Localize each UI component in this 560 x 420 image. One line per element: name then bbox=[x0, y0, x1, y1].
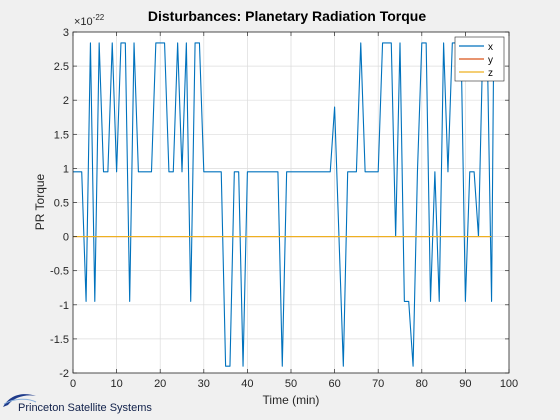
x-tick-label: 30 bbox=[198, 378, 210, 390]
series-line-x bbox=[73, 42, 495, 367]
x-tick-label: 20 bbox=[154, 378, 166, 390]
x-tick-label: 50 bbox=[285, 378, 297, 390]
chart-title: Disturbances: Planetary Radiation Torque bbox=[148, 8, 426, 24]
legend-label-x: x bbox=[488, 42, 493, 53]
y-tick-label: 2 bbox=[63, 95, 69, 107]
y-tick-label: 1.5 bbox=[54, 129, 69, 141]
y-tick-label: -0.5 bbox=[50, 266, 69, 278]
x-axis-label: Time (min) bbox=[263, 393, 320, 407]
x-tick-label: 100 bbox=[500, 378, 518, 390]
logo-swoosh-icon bbox=[3, 394, 36, 407]
y-tick-label: 2.5 bbox=[54, 61, 69, 73]
x-tick-label: 0 bbox=[70, 378, 76, 390]
y-tick-label: 0 bbox=[63, 232, 69, 244]
logo-orbit-icon bbox=[3, 398, 37, 405]
ticks bbox=[72, 31, 510, 374]
y-exponent-label: ×10-22 bbox=[74, 13, 105, 28]
legend: x y z bbox=[454, 36, 505, 82]
x-tick-labels: 0 10 20 30 40 50 60 70 80 90 100 bbox=[70, 378, 518, 390]
x-tick-label: 40 bbox=[241, 378, 253, 390]
logo-text: Princeton Satellite Systems bbox=[18, 402, 152, 414]
y-tick-label: -1 bbox=[59, 300, 69, 312]
x-tick-label: 80 bbox=[416, 378, 428, 390]
y-tick-label: 3 bbox=[63, 27, 69, 39]
x-tick-label: 60 bbox=[328, 378, 340, 390]
series-group bbox=[73, 42, 495, 367]
y-tick-label: -2 bbox=[59, 368, 69, 380]
logo: Princeton Satellite Systems bbox=[3, 394, 152, 414]
x-tick-label: 90 bbox=[459, 378, 471, 390]
y-tick-labels: -2 -1.5 -1 -0.5 0 0.5 1 1.5 2 2.5 3 bbox=[50, 27, 69, 380]
y-tick-label: -1.5 bbox=[50, 334, 69, 346]
legend-label-y: y bbox=[488, 55, 493, 66]
legend-label-z: z bbox=[488, 68, 493, 79]
y-axis-label: PR Torque bbox=[33, 173, 47, 230]
x-tick-label: 10 bbox=[110, 378, 122, 390]
y-tick-label: 0.5 bbox=[54, 198, 69, 210]
y-tick-label: 1 bbox=[63, 163, 69, 175]
x-tick-label: 70 bbox=[372, 378, 384, 390]
